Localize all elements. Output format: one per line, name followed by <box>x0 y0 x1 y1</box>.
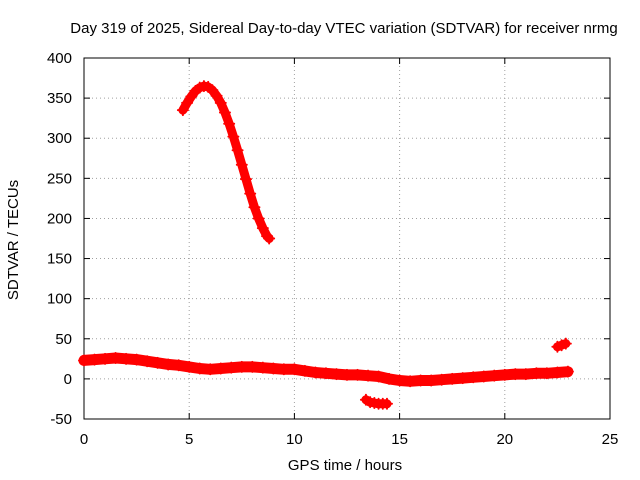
x-tick-label: 5 <box>185 431 193 448</box>
data-point <box>319 367 332 380</box>
series-late-segment <box>551 337 572 353</box>
data-point <box>227 130 240 143</box>
data-point <box>509 368 522 381</box>
data-point <box>185 90 198 103</box>
y-tick-label: 150 <box>47 251 72 268</box>
data-point <box>277 363 290 376</box>
data-point <box>298 364 311 377</box>
y-tick-label: 0 <box>64 371 72 388</box>
x-axis-title: GPS time / hours <box>288 457 402 474</box>
data-point <box>214 362 227 375</box>
y-tick-label: 400 <box>47 50 72 67</box>
data-point <box>252 212 265 225</box>
series-low-segment <box>359 393 393 410</box>
data-point <box>309 366 322 379</box>
data-point <box>210 89 223 102</box>
data-point <box>88 353 101 366</box>
data-point <box>204 363 217 376</box>
data-point <box>181 96 194 109</box>
grid <box>84 58 610 419</box>
data-point <box>498 368 511 381</box>
y-tick-label: 350 <box>47 90 72 107</box>
data-point <box>446 372 459 385</box>
data-point <box>263 232 276 245</box>
data-point <box>362 369 375 382</box>
data-point <box>99 352 112 365</box>
y-axis-title: SDTVAR / TECUs <box>5 180 22 300</box>
y-tick-label: 300 <box>47 130 72 147</box>
data-point <box>214 96 227 109</box>
data-point <box>193 362 206 375</box>
data-point <box>404 375 417 388</box>
data-point <box>488 369 501 382</box>
data-point <box>540 367 553 380</box>
data-point <box>530 367 543 380</box>
data-point <box>248 201 261 214</box>
data-point <box>341 368 353 381</box>
data-point <box>172 359 185 372</box>
data-point <box>78 354 90 367</box>
data-point <box>467 371 480 384</box>
data-point <box>120 352 133 365</box>
plot-frame <box>83 57 611 420</box>
y-tick-label: 250 <box>47 170 72 187</box>
data-point <box>231 144 244 157</box>
data-point <box>176 104 189 117</box>
series-high-arc <box>176 80 276 245</box>
data-point <box>151 356 164 369</box>
chart-title: Day 319 of 2025, Sidereal Day-to-day VTE… <box>70 20 617 37</box>
data-point <box>380 397 393 410</box>
data-point <box>141 355 154 368</box>
x-tick-label: 15 <box>391 431 408 448</box>
data-point <box>235 158 248 171</box>
y-tick-label: -50 <box>50 411 72 428</box>
data-point <box>244 187 257 200</box>
data-point <box>130 353 143 366</box>
data-point <box>225 361 238 374</box>
data-point <box>561 365 574 378</box>
data-point <box>267 362 280 375</box>
data-point <box>425 374 438 387</box>
data-point <box>477 370 490 383</box>
series-band <box>178 81 274 243</box>
data-point <box>383 372 396 385</box>
data-point <box>435 373 448 386</box>
data-point <box>235 360 248 373</box>
data-point <box>519 368 532 381</box>
data-point <box>256 222 269 235</box>
data-point <box>559 337 572 350</box>
y-tick-label: 200 <box>47 210 72 227</box>
x-tick-label: 0 <box>80 431 88 448</box>
data-point <box>551 366 564 379</box>
data-point <box>372 370 385 383</box>
data-point <box>288 363 301 376</box>
data-point <box>109 352 122 365</box>
data-point <box>330 368 343 381</box>
x-tick-label: 25 <box>602 431 619 448</box>
y-tick-label: 100 <box>47 291 72 308</box>
data-point <box>183 360 196 373</box>
x-tick-label: 10 <box>286 431 303 448</box>
data-point <box>240 173 253 186</box>
ticks <box>83 57 611 420</box>
series-baseline <box>78 352 574 388</box>
data-marks <box>78 80 574 410</box>
data-point <box>218 106 231 119</box>
tick-labels: 0 5 10 15 20 25 -50 0 50 100 150 200 250 300 350 400 <box>47 50 618 448</box>
data-point <box>246 360 259 373</box>
data-point <box>351 368 364 381</box>
data-point <box>256 361 269 374</box>
y-tick-label: 50 <box>55 331 72 348</box>
data-point <box>414 374 427 387</box>
x-tick-label: 20 <box>496 431 513 448</box>
data-point <box>223 117 236 130</box>
data-point <box>393 374 406 387</box>
data-point <box>162 358 175 371</box>
data-point <box>456 372 469 385</box>
data-point <box>206 84 219 97</box>
